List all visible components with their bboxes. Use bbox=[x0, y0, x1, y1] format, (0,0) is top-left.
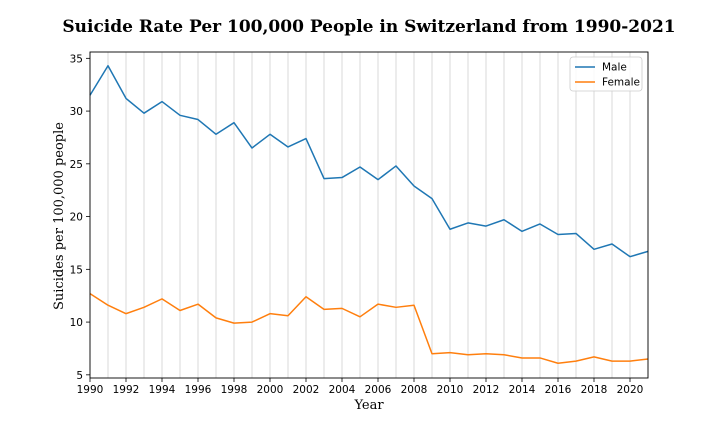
legend-label-male: Male bbox=[602, 62, 627, 74]
x-tick-label: 1998 bbox=[221, 384, 248, 396]
x-axis-ticks: 1990 1992 1994 1996 1998 2000 2002 2004 2006 2008… bbox=[77, 378, 644, 396]
y-tick-label: 10 bbox=[70, 317, 83, 329]
x-tick-label: 2004 bbox=[329, 384, 356, 396]
grid bbox=[89, 52, 649, 378]
y-tick-label: 35 bbox=[70, 53, 83, 65]
x-tick-label: 1994 bbox=[149, 384, 176, 396]
x-tick-label: 2014 bbox=[509, 384, 536, 396]
y-tick-label: 15 bbox=[70, 264, 83, 276]
x-tick-label: 1996 bbox=[185, 384, 212, 396]
x-tick-label: 2020 bbox=[617, 384, 644, 396]
x-tick-label: 2012 bbox=[473, 384, 500, 396]
x-tick-label: 2002 bbox=[293, 384, 320, 396]
y-tick-label: 20 bbox=[70, 212, 83, 224]
y-axis-label: Suicides per 100,000 people bbox=[52, 122, 67, 310]
y-axis-ticks: 5 10 15 20 25 30 35 bbox=[70, 53, 90, 382]
legend-label-female: Female bbox=[602, 77, 640, 89]
x-tick-label: 2000 bbox=[257, 384, 284, 396]
x-tick-label: 2016 bbox=[545, 384, 572, 396]
x-tick-label: 2008 bbox=[401, 384, 428, 396]
y-tick-label: 30 bbox=[70, 106, 83, 118]
chart-title: Suicide Rate Per 100,000 People in Switz… bbox=[62, 17, 675, 37]
legend: Male Female bbox=[569, 56, 643, 92]
x-tick-label: 2010 bbox=[437, 384, 464, 396]
plot-frame bbox=[89, 51, 649, 379]
y-tick-label: 25 bbox=[70, 159, 83, 171]
x-tick-label: 2018 bbox=[581, 384, 608, 396]
x-tick-label: 1992 bbox=[113, 384, 140, 396]
series-line-female bbox=[89, 292, 649, 364]
y-tick-label: 5 bbox=[76, 370, 83, 382]
x-tick-label: 1990 bbox=[77, 384, 104, 396]
x-tick-label: 2006 bbox=[365, 384, 392, 396]
series-line-male bbox=[89, 64, 649, 258]
series-layer bbox=[89, 64, 649, 364]
x-axis-label: Year bbox=[353, 398, 384, 413]
